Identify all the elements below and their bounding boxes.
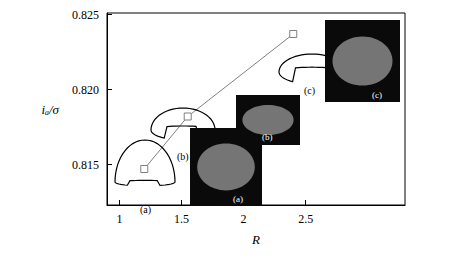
svg-text:(c): (c) [304,85,315,97]
svg-text:2.5: 2.5 [298,212,313,226]
svg-text:0.820: 0.820 [72,83,99,97]
svg-text:(c): (c) [372,90,382,100]
svg-text:1.5: 1.5 [174,212,189,226]
svg-text:(a): (a) [140,204,151,216]
svg-text:1: 1 [116,212,122,226]
svg-text:(b): (b) [177,151,189,163]
svg-text:0.815: 0.815 [72,158,99,172]
svg-text:2: 2 [241,212,247,226]
svg-text:0.825: 0.825 [72,8,99,22]
svg-text:(a): (a) [233,194,243,204]
svg-text:iₐ/σ: iₐ/σ [42,102,60,117]
svg-text:(b): (b) [262,132,273,142]
svg-text:R: R [251,232,260,247]
